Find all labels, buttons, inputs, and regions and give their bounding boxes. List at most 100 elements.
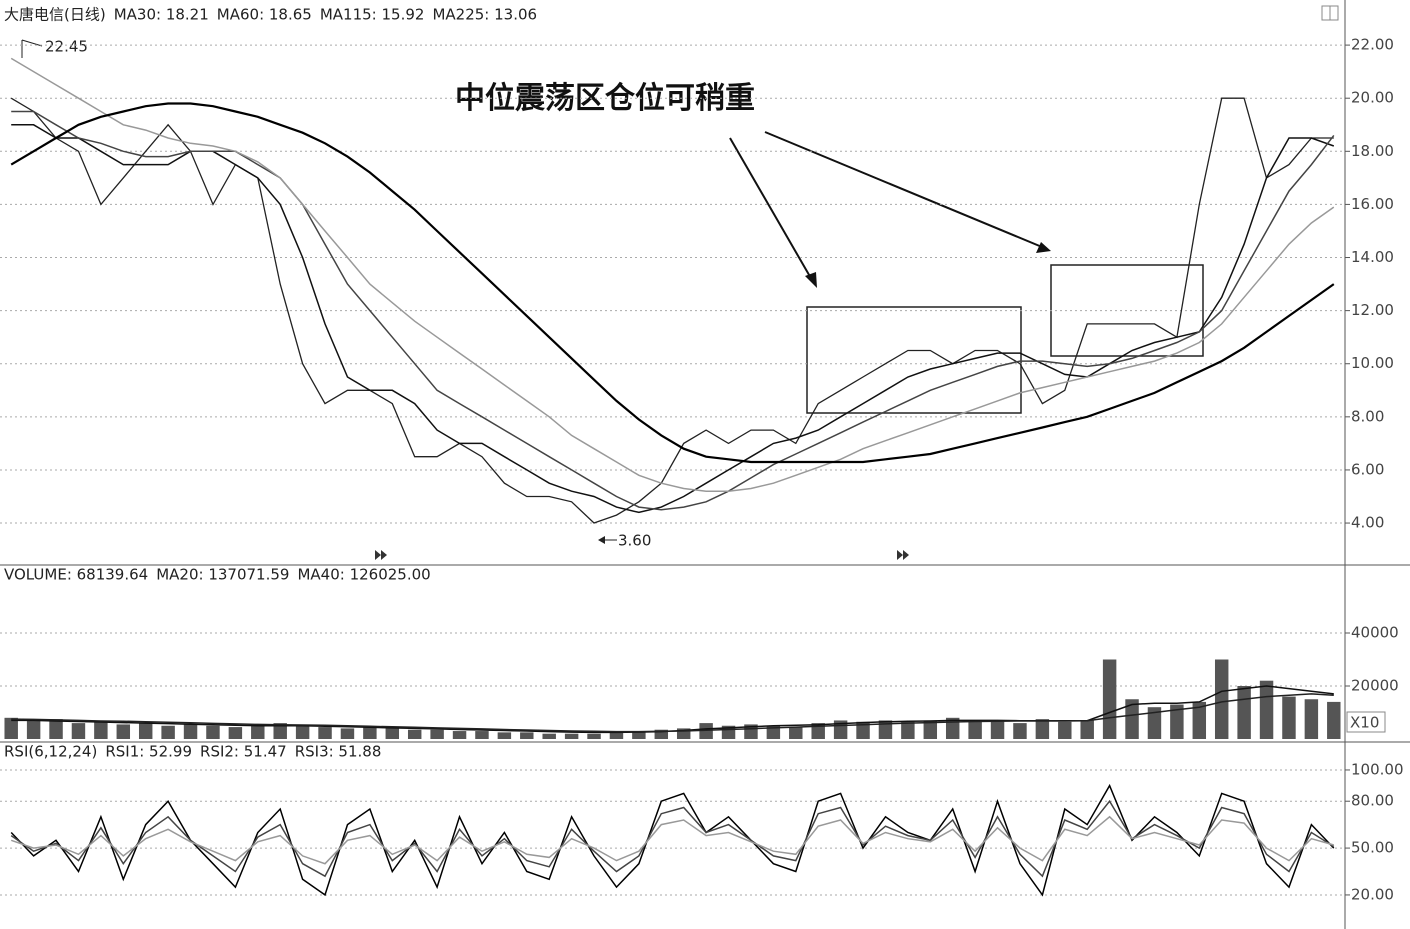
y-tick-label: 12.00: [1351, 301, 1394, 319]
volume-bar: [1035, 719, 1050, 739]
legend-label: MA20: 137071.59: [156, 566, 289, 584]
volume-bar: [1259, 680, 1274, 739]
nav-marker: [381, 550, 387, 560]
legend-label: MA115: 15.92: [320, 6, 425, 24]
volume-bar: [1013, 723, 1027, 739]
volume-bar: [564, 733, 579, 739]
legend-label: RSI(6,12,24): [4, 743, 97, 761]
series-line: [10, 57, 1335, 492]
arrow-head: [1036, 242, 1051, 253]
volume-bar: [1170, 704, 1184, 739]
volume-bar: [1237, 685, 1251, 739]
volume-bar: [452, 731, 467, 739]
y-tick-label: 20000: [1351, 676, 1399, 694]
y-tick-label: 4.00: [1351, 514, 1384, 532]
unit-label: X10: [1350, 714, 1379, 732]
volume-bar: [116, 724, 131, 739]
y-tick-label: 10.00: [1351, 354, 1394, 372]
volume-bar: [497, 732, 512, 739]
arrow-head: [805, 272, 817, 288]
y-tick-label: 18.00: [1351, 142, 1394, 160]
y-tick-label: 6.00: [1351, 460, 1384, 478]
legend-label: RSI1: 52.99: [105, 743, 192, 761]
series-line: [10, 799, 1335, 878]
volume-bar: [138, 723, 153, 739]
volume-bar: [1327, 701, 1341, 739]
nav-marker: [897, 550, 903, 560]
volume-bar: [945, 717, 960, 739]
price-line: [10, 97, 1334, 524]
volume-bar: [1125, 699, 1139, 739]
range-box: [806, 306, 1022, 414]
nav-marker: [375, 550, 381, 560]
volume-bar: [609, 732, 624, 739]
series-line: [11, 110, 1335, 511]
y-tick-label: 40000: [1351, 623, 1399, 641]
volume-bar: [789, 727, 803, 739]
low-marker-head: [598, 536, 605, 544]
volume-bar: [385, 728, 400, 739]
series-line: [11, 124, 1335, 514]
volume-bar: [430, 729, 444, 739]
volume-bar: [340, 728, 355, 739]
volume-bar: [183, 724, 198, 739]
y-tick-label: 80.00: [1351, 792, 1394, 810]
arrow: [729, 137, 813, 281]
volume-bar: [856, 721, 870, 739]
volume-bar: [632, 731, 646, 739]
volume-bar: [766, 725, 781, 739]
legend-label: RSI2: 51.47: [200, 743, 287, 761]
high-marker: [21, 39, 43, 47]
volume-bar: [318, 727, 332, 739]
volume-bar: [4, 717, 18, 739]
volume-bar: [206, 725, 220, 739]
volume-bar: [1304, 699, 1319, 739]
legend-label: MA225: 13.06: [432, 6, 537, 24]
volume-bar: [1102, 659, 1117, 739]
legend-label: RSI3: 51.88: [295, 743, 382, 761]
volume-bar: [407, 729, 422, 739]
legend-label: 大唐电信(日线): [4, 6, 106, 24]
volume-bar: [94, 721, 108, 739]
volume-bar: [251, 725, 265, 739]
volume-bar: [901, 721, 915, 739]
volume-bar: [363, 727, 377, 739]
low-label: 3.60: [618, 532, 651, 550]
series-line: [11, 693, 1334, 733]
volume-bar: [49, 719, 63, 739]
volume-bar: [699, 723, 713, 739]
y-tick-label: 20.00: [1351, 885, 1394, 903]
volume-bar: [923, 720, 938, 739]
volume-bar: [1214, 659, 1229, 739]
volume-bar: [1058, 721, 1072, 739]
volume-bar: [542, 733, 556, 739]
volume-bar: [878, 720, 893, 739]
nav-marker: [903, 550, 909, 560]
volume-bar: [475, 731, 489, 739]
volume-bar: [1080, 720, 1094, 739]
series-line: [10, 783, 1335, 897]
y-tick-label: 8.00: [1351, 407, 1384, 425]
y-tick-label: 16.00: [1351, 195, 1394, 213]
volume-bar: [295, 725, 310, 739]
y-tick-label: 20.00: [1351, 89, 1394, 107]
y-tick-label: 100.00: [1351, 760, 1404, 778]
legend-label: MA60: 18.65: [217, 6, 312, 24]
volume-bar: [26, 720, 41, 739]
legend-label: MA30: 18.21: [114, 6, 209, 24]
unit-box: [1346, 711, 1386, 733]
volume-bar: [654, 729, 669, 739]
volume-bar: [676, 728, 691, 739]
series-line: [10, 102, 1335, 464]
volume-bar: [273, 723, 287, 739]
volume-bar: [990, 720, 1005, 739]
volume-bar: [228, 727, 243, 739]
volume-bar: [1192, 701, 1207, 739]
y-tick-label: 22.00: [1351, 36, 1394, 54]
volume-bar: [71, 723, 86, 739]
legend-label: MA40: 126025.00: [297, 566, 430, 584]
volume-bar: [1147, 707, 1162, 739]
